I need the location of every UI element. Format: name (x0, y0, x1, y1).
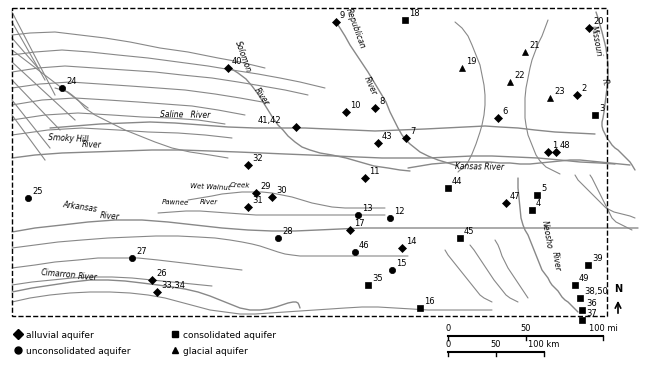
Text: 8: 8 (379, 97, 384, 106)
Text: 14: 14 (406, 237, 417, 246)
Text: Neosho: Neosho (540, 220, 554, 250)
Text: 100 km: 100 km (528, 340, 560, 349)
Text: 3: 3 (599, 104, 605, 113)
Text: 28: 28 (282, 227, 293, 236)
Text: 5: 5 (541, 184, 546, 193)
Text: River: River (252, 86, 270, 107)
Text: 39: 39 (592, 254, 603, 263)
Text: N: N (614, 284, 622, 294)
Text: 19: 19 (466, 57, 476, 66)
Text: Missouri: Missouri (589, 24, 603, 57)
Text: Pawnee: Pawnee (162, 199, 189, 206)
Text: 32: 32 (252, 154, 263, 163)
Text: 49: 49 (579, 274, 590, 283)
Text: 45: 45 (464, 227, 474, 236)
Text: 1: 1 (552, 141, 557, 150)
Text: 50: 50 (520, 324, 531, 333)
Text: 9: 9 (340, 11, 345, 20)
Text: Solomon: Solomon (233, 40, 253, 74)
Text: 31: 31 (252, 196, 263, 205)
Text: 10: 10 (350, 101, 361, 110)
Text: 20: 20 (593, 17, 603, 26)
Text: 17: 17 (354, 219, 365, 228)
Text: 24: 24 (66, 77, 77, 86)
Text: 30: 30 (276, 186, 287, 195)
Text: 12: 12 (394, 207, 404, 216)
Text: 2: 2 (581, 84, 586, 93)
Text: Kansas River: Kansas River (455, 162, 504, 172)
Text: 38,50: 38,50 (584, 287, 608, 296)
Text: 0: 0 (445, 324, 450, 333)
Text: River: River (362, 75, 378, 97)
Text: 36: 36 (586, 299, 597, 308)
Text: 41,42: 41,42 (258, 116, 281, 125)
Text: Creek: Creek (230, 182, 250, 189)
Text: Wet Walnut: Wet Walnut (190, 183, 231, 191)
Text: 46: 46 (359, 241, 370, 250)
Text: 25: 25 (32, 187, 42, 196)
Text: 27: 27 (136, 247, 147, 256)
Text: 37: 37 (586, 309, 597, 318)
Text: 13: 13 (362, 204, 372, 213)
Text: 21: 21 (529, 41, 539, 50)
Text: River: River (82, 140, 102, 150)
Text: 16: 16 (424, 297, 435, 306)
Text: 15: 15 (396, 259, 406, 268)
Text: Arkansas: Arkansas (62, 200, 98, 214)
Text: 26: 26 (156, 269, 166, 278)
Text: 4: 4 (536, 199, 541, 208)
Text: 18: 18 (409, 9, 420, 18)
Text: 22: 22 (514, 71, 525, 80)
Text: Smoky Hill: Smoky Hill (48, 133, 88, 144)
Text: consolidated aquifer: consolidated aquifer (183, 330, 276, 339)
Text: Cimarron: Cimarron (40, 268, 76, 280)
Text: 6: 6 (502, 107, 508, 116)
Text: unconsolidated aquifer: unconsolidated aquifer (26, 346, 131, 355)
Text: R.: R. (600, 78, 610, 87)
Text: 29: 29 (260, 182, 270, 191)
Text: River: River (200, 199, 218, 205)
Text: 44: 44 (452, 177, 463, 186)
Text: 35: 35 (372, 274, 383, 283)
Text: Saline   River: Saline River (160, 110, 211, 120)
Text: alluvial aquifer: alluvial aquifer (26, 330, 94, 339)
Text: 11: 11 (369, 167, 380, 176)
Text: River: River (550, 251, 562, 272)
Text: 43: 43 (382, 132, 393, 141)
Text: 48: 48 (560, 141, 571, 150)
Text: 50: 50 (491, 340, 501, 349)
Text: River: River (100, 211, 120, 222)
Text: 0: 0 (445, 340, 450, 349)
Text: 7: 7 (410, 127, 415, 136)
Text: 23: 23 (554, 87, 565, 96)
Text: 47: 47 (510, 192, 521, 201)
Text: 100 mi: 100 mi (588, 324, 618, 333)
Text: 33,34: 33,34 (161, 281, 185, 290)
Text: 40: 40 (232, 57, 242, 66)
Text: River: River (78, 272, 98, 282)
Text: Republican: Republican (344, 7, 367, 50)
Text: glacial aquifer: glacial aquifer (183, 346, 248, 355)
